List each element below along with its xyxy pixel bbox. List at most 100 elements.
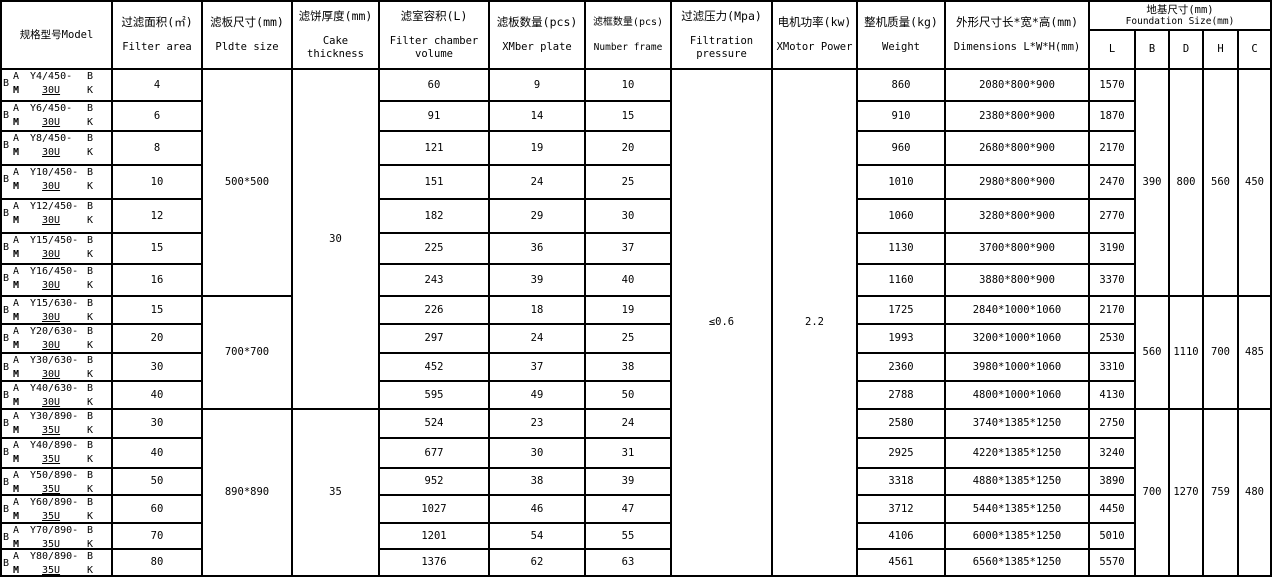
table-row: B A M Y8/450- 30U B K 8 121 19 20 960 2680*800*900 21…	[0, 130, 1271, 166]
model-part: Y8/450-	[30, 133, 73, 144]
model-code: B A M Y15/630- 30U B K	[3, 298, 110, 322]
model-part: B	[3, 242, 10, 253]
model-cell: B A M Y16/450- 30U B K	[0, 263, 113, 297]
model-part: 30U	[42, 249, 61, 260]
model-cell: B A M Y12/450- 30U B K	[0, 198, 113, 234]
header-foundation-h: H	[1202, 29, 1239, 70]
frames-cell: 19	[584, 295, 672, 325]
table-row: B A M Y15/630- 30U B K 15 700*700 226 18 19 1725 2840…	[0, 295, 1272, 410]
foundation-d-cell: 1110	[1168, 295, 1204, 410]
table-row: B A M Y40/890- 35U B K 40 677 30 31 2925 4220*1385*1…	[0, 437, 1271, 469]
model-part: B	[3, 532, 10, 543]
foundation-l-cell: 3890	[1088, 467, 1136, 496]
model-part: Y40/890-	[30, 440, 79, 451]
foundation-l-cell: 2530	[1088, 323, 1136, 354]
dimensions-cell: 5440*1385*1250	[944, 494, 1090, 524]
dimensions-cell: 3700*800*900	[944, 232, 1090, 265]
model-part: B	[3, 333, 10, 344]
model-part: 35U	[42, 539, 61, 549]
model-part: B	[87, 551, 94, 562]
plates-cell: 54	[488, 522, 586, 550]
model-part: B	[87, 326, 94, 337]
model-part: B	[87, 440, 94, 451]
weight-cell: 1725	[856, 295, 946, 325]
header-model-label: 规格型号Model	[19, 28, 94, 41]
header-cn: 滤饼厚度(mm)	[298, 8, 373, 23]
area-cell: 50	[111, 467, 203, 496]
model-part: 30U	[42, 340, 61, 351]
weight-cell: 2925	[856, 437, 946, 469]
model-part: 35U	[42, 425, 61, 436]
model-part: 30U	[42, 280, 61, 291]
model-part: 30U	[42, 369, 61, 380]
model-cell: B A M Y15/630- 30U B K	[0, 295, 113, 325]
volume-cell: 452	[378, 352, 490, 382]
area-cell: 20	[111, 323, 203, 354]
header-cn: 电机功率(kw)	[777, 15, 852, 29]
plates-cell: 30	[488, 437, 586, 469]
foundation-h-cell: 700	[1202, 295, 1239, 410]
weight-cell: 1060	[856, 198, 946, 234]
model-cell: B A M Y15/450- 30U B K	[0, 232, 113, 265]
table-row: B A M Y50/890- 35U B K 50 952 38 39 3318 4880*1385*1…	[0, 467, 1271, 496]
model-part: M	[13, 425, 20, 436]
model-part: B	[3, 174, 10, 185]
header-cn: 滤板数量(pcs)	[496, 15, 578, 29]
cake-thickness-cell: 35	[291, 408, 380, 577]
model-part: K	[87, 397, 94, 408]
frames-cell: 15	[584, 100, 672, 132]
model-part: M	[13, 511, 20, 522]
model-part: M	[13, 117, 20, 128]
model-part: A	[13, 235, 20, 246]
model-part: Y16/450-	[30, 266, 79, 277]
header-en: Pldte size	[215, 41, 279, 53]
table-row: B A M Y30/630- 30U B K 30 452 37 38 2360 3980*1000*1…	[0, 352, 1271, 382]
dimensions-cell: 2380*800*900	[944, 100, 1090, 132]
model-part: K	[87, 539, 94, 549]
weight-cell: 4106	[856, 522, 946, 550]
model-cell: B A M Y6/450- 30U B K	[0, 100, 113, 132]
model-part: B	[3, 140, 10, 151]
table-row: B A M Y40/630- 30U B K 40 595 49 50 2788 4800*1000*1…	[0, 380, 1271, 410]
area-cell: 40	[111, 437, 203, 469]
model-part: B	[87, 411, 94, 422]
area-cell: 16	[111, 263, 203, 297]
header-en: Weight	[882, 41, 920, 53]
frames-cell: 47	[584, 494, 672, 524]
model-part: A	[13, 167, 20, 178]
plate-size-cell: 700*700	[201, 295, 293, 410]
header-power: 电机功率(kw) XMotor Power	[771, 0, 858, 70]
plates-cell: 24	[488, 323, 586, 354]
model-code: B A M Y20/630- 30U B K	[3, 326, 110, 351]
area-cell: 12	[111, 198, 203, 234]
table-row: B A M Y16/450- 30U B K 16 243 39 40 1160 3880*800*90…	[0, 263, 1271, 297]
weight-cell: 960	[856, 130, 946, 166]
table-row: B A M Y15/450- 30U B K 15 225 36 37 1130 3700*800*90…	[0, 232, 1271, 265]
model-part: K	[87, 85, 94, 96]
table-row: B A M Y70/890- 35U B K 70 1201 54 55 4106 6000*1385*…	[0, 522, 1271, 550]
model-part: 30U	[42, 117, 61, 128]
foundation-l-cell: 3240	[1088, 437, 1136, 469]
foundation-c-cell: 485	[1237, 295, 1272, 410]
model-part: B	[3, 110, 10, 121]
model-part: B	[87, 497, 94, 508]
foundation-l-cell: 5570	[1088, 548, 1136, 577]
area-cell: 10	[111, 164, 203, 200]
volume-cell: 226	[378, 295, 490, 325]
foundation-l-cell: 2770	[1088, 198, 1136, 234]
model-part: A	[13, 355, 20, 366]
model-code: B A M Y16/450- 30U B K	[3, 266, 110, 294]
header-cn: 滤板尺寸(mm)	[210, 15, 284, 29]
model-part: B	[3, 362, 10, 373]
dimensions-cell: 3280*800*900	[944, 198, 1090, 234]
weight-cell: 3712	[856, 494, 946, 524]
area-cell: 4	[111, 68, 203, 102]
model-part: B	[3, 558, 10, 569]
model-part: Y4/450-	[30, 71, 73, 82]
model-code: B A M Y30/890- 35U B K	[3, 411, 110, 436]
header-cn: 过滤压力(Mpa)	[681, 8, 762, 23]
model-part: B	[3, 273, 10, 284]
model-part: B	[87, 266, 94, 277]
model-part: A	[13, 440, 20, 451]
model-cell: B A M Y20/630- 30U B K	[0, 323, 113, 354]
